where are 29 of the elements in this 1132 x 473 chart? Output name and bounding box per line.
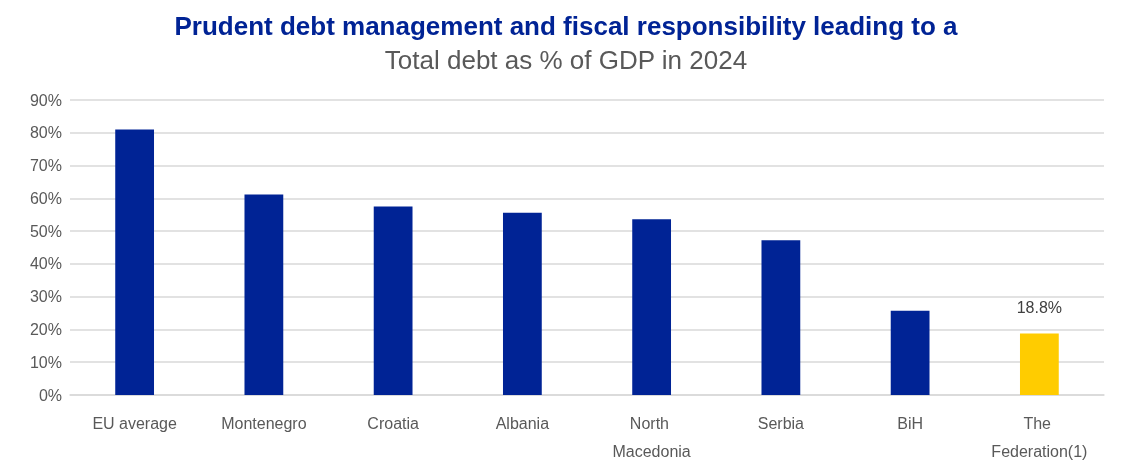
bar (502, 212, 542, 395)
y-tick-label: 30% (29, 288, 62, 306)
y-tick-label: 10% (29, 353, 62, 371)
chart-subtitle: Total debt as % of GDP in 2024 (384, 45, 748, 75)
y-tick-label: 40% (29, 255, 62, 273)
x-tick-label: Serbia (757, 414, 805, 432)
y-tick-label: 20% (29, 320, 62, 338)
y-tick-label: 60% (29, 189, 62, 207)
bar (890, 310, 930, 395)
chart-title: Prudent debt management and fiscal responsibility leading to a (174, 11, 959, 41)
x-tick-label: North Macedonia (612, 414, 691, 460)
bar (244, 194, 284, 395)
y-tick-label: 0% (38, 386, 62, 404)
x-tick-label: BiH (897, 414, 924, 432)
bar (1019, 333, 1059, 395)
y-tick-label: 50% (29, 222, 62, 240)
x-tick-label: The Federation(1) (991, 414, 1088, 460)
bar (761, 240, 801, 395)
x-tick-label: EU average (92, 414, 177, 432)
x-tick-label: Albania (495, 414, 550, 432)
data-label: 18.8% (1016, 298, 1063, 316)
bar (115, 129, 155, 395)
y-tick-label: 70% (29, 157, 62, 175)
y-tick-label: 90% (29, 91, 62, 109)
bar (632, 219, 672, 395)
x-tick-label: Montenegro (221, 414, 307, 432)
bar (373, 206, 413, 395)
x-tick-label: Croatia (367, 414, 420, 432)
y-tick-label: 80% (29, 124, 62, 142)
